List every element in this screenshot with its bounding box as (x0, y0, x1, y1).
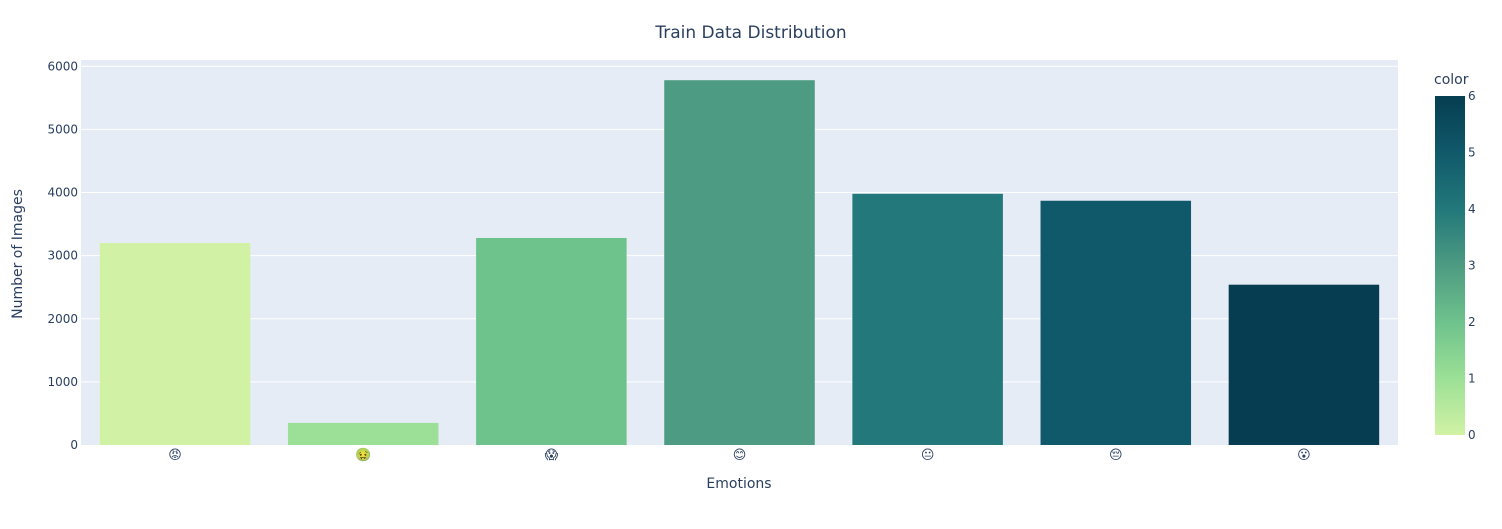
bar[interactable] (1040, 200, 1192, 445)
y-tick-label: 0 (70, 438, 78, 452)
colorbar-title: color (1434, 72, 1469, 88)
bar[interactable] (664, 80, 815, 446)
x-tick-label: 😡 (168, 448, 182, 463)
x-tick-label: 😐 (921, 448, 935, 463)
y-tick-label: 1000 (47, 375, 78, 389)
colorbar-tick-label: 4 (1468, 202, 1476, 216)
colorbar-tick-label: 1 (1468, 372, 1476, 386)
y-tick-label: 4000 (47, 186, 78, 200)
bar[interactable] (1228, 284, 1380, 445)
y-tick-label: 6000 (47, 59, 78, 73)
x-tick-label: 🤢 (355, 447, 371, 463)
x-axis-ticks: 😡 🤢 😱 😊 😐 😔 😮 (168, 447, 1310, 463)
y-axis-ticks: 0 1000 2000 3000 4000 5000 6000 (47, 59, 78, 452)
colorbar-tick-label: 6 (1468, 89, 1476, 103)
colorbar-ticks: 0 1 2 3 4 5 6 (1468, 89, 1476, 442)
y-tick-label: 5000 (47, 122, 78, 136)
colorbar-tick-label: 0 (1468, 428, 1476, 442)
y-tick-label: 2000 (47, 312, 78, 326)
bar[interactable] (476, 237, 627, 445)
bars[interactable] (99, 80, 1380, 446)
x-tick-label: 😮 (1297, 448, 1311, 463)
colorbar-tick-label: 3 (1468, 259, 1476, 273)
y-axis-title: Number of Images (10, 189, 26, 319)
colorbar-tick-label: 2 (1468, 315, 1476, 329)
x-tick-label: 😱 (545, 448, 559, 463)
chart-title: Train Data Distribution (654, 23, 846, 43)
colorbar (1435, 96, 1465, 435)
bar[interactable] (852, 193, 1003, 445)
bar[interactable] (287, 422, 439, 445)
x-tick-label: 😔 (1109, 448, 1123, 463)
x-tick-label: 😊 (733, 448, 747, 463)
colorbar-tick-label: 5 (1468, 146, 1476, 160)
bar[interactable] (99, 243, 251, 445)
y-tick-label: 3000 (47, 249, 78, 263)
x-axis-title: Emotions (706, 476, 771, 492)
